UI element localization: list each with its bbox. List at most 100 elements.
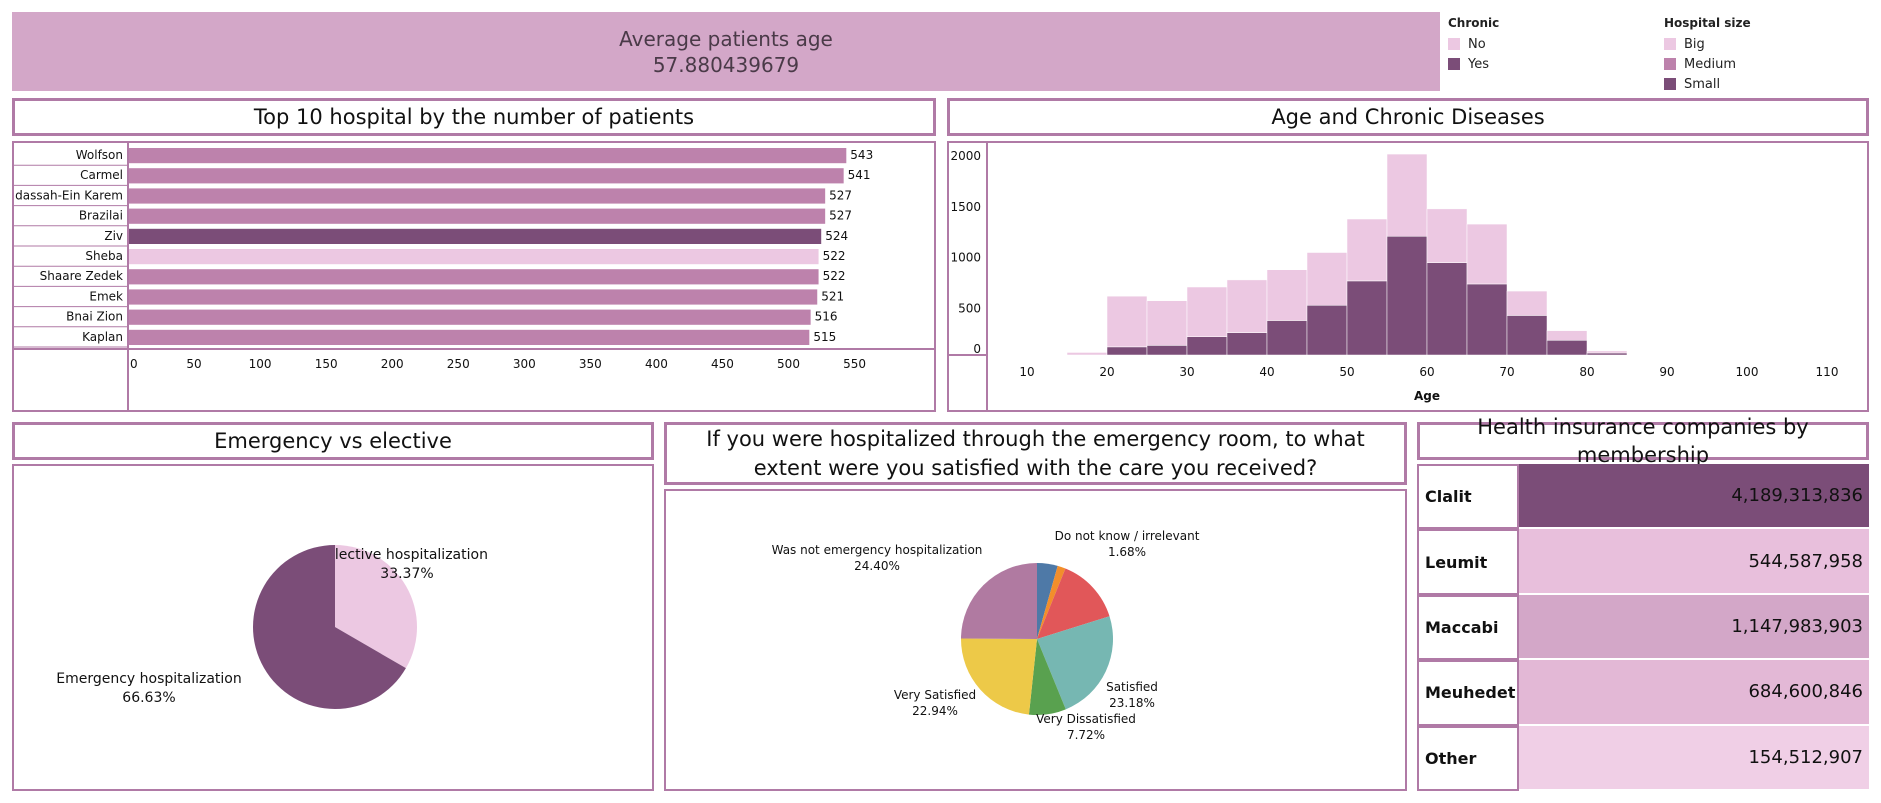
legend-size-medium[interactable]: Medium [1664, 54, 1864, 74]
chronic-no-bar [1466, 223, 1508, 285]
chronic-yes-bar [1346, 280, 1388, 356]
insurance-table: Clalit 4,189,313,836 Leumit 544,587,958 Macc… [1417, 464, 1869, 791]
slice-pct-label: 7.72% [1067, 728, 1105, 742]
legend-label: Small [1684, 76, 1721, 92]
top10-bar-chart: Wolfson 543 Carmel 541 Hadassah-Ein Karem 527… [0, 143, 934, 410]
age-histogram: 0 500 1000 1500 2000 10 20 30 40 50 60 70 80 90 100 110… [949, 143, 1839, 410]
slice-pct-label: 66.63% [122, 690, 175, 706]
x-tick-label: 110 [1816, 365, 1839, 379]
insurance-row: Other 154,512,907 [1417, 725, 1869, 791]
slice-label: Emergency hospitalization [56, 671, 242, 687]
chronic-yes-bar [1306, 305, 1348, 356]
x-tick-label: 250 [447, 357, 470, 371]
bar-value-label: 522 [823, 249, 846, 263]
x-tick-label: 70 [1499, 365, 1514, 379]
chronic-no-bar [1186, 286, 1228, 337]
satisfaction-title: If you were hospitalized through the eme… [664, 422, 1407, 485]
x-axis-title: Age [1414, 389, 1440, 403]
insurance-row: Leumit 544,587,958 [1417, 529, 1869, 595]
bar-value-label: 516 [815, 310, 838, 324]
x-tick-label: 350 [579, 357, 602, 371]
emergency-pie-chart: Elective hospitalization 33.37% Emergency … [56, 545, 488, 709]
legend-swatch [1664, 58, 1676, 70]
slice-label: Satisfied [1106, 680, 1158, 694]
hospital-bar [129, 249, 819, 265]
chronic-yes-bar [1146, 345, 1188, 356]
chronic-no-bar [1066, 352, 1108, 356]
pie-slice [1037, 568, 1110, 639]
insurance-company-name: Meuhedet [1417, 660, 1519, 726]
insurance-company-name: Leumit [1417, 529, 1519, 595]
legend-size-big[interactable]: Big [1664, 34, 1864, 54]
pie-slice [1037, 563, 1058, 639]
x-tick-label: 150 [315, 357, 338, 371]
chronic-yes-bar [1106, 346, 1148, 356]
insurance-membership-value: 4,189,313,836 [1519, 464, 1869, 530]
hospital-bar [129, 208, 826, 224]
chronic-yes-bar [1506, 315, 1548, 356]
y-tick-label: 0 [973, 342, 981, 356]
legend-chronic-yes[interactable]: Yes [1448, 54, 1638, 74]
insurance-row: Clalit 4,189,313,836 [1417, 464, 1869, 530]
hospital-bar [129, 269, 819, 285]
hospital-bar [129, 188, 826, 204]
x-tick-label: 450 [711, 357, 734, 371]
x-tick-label: 200 [381, 357, 404, 371]
slice-pct-label: 22.94% [912, 704, 958, 718]
bar-value-label: 527 [829, 209, 852, 223]
x-tick-label: 60 [1419, 365, 1434, 379]
hospital-label: Shaare Zedek [40, 269, 123, 283]
insurance-company-name: Maccabi [1417, 594, 1519, 661]
legend-chronic-no[interactable]: No [1448, 34, 1638, 54]
legend-label: Big [1684, 36, 1705, 52]
x-tick-label: 550 [843, 357, 866, 371]
chronic-yes-bar [1186, 336, 1228, 356]
pie-slice [1037, 616, 1113, 710]
chronic-yes-bar [1426, 262, 1468, 356]
slice-label: Very Satisfied [894, 688, 976, 702]
hospital-bar [129, 309, 811, 325]
legend-swatch [1664, 78, 1676, 90]
x-tick-label: 50 [1339, 365, 1354, 379]
satisfaction-pie-panel: Do not know / irrelevant 1.68% Satisfied 23… [664, 489, 1407, 791]
legend-swatch [1664, 38, 1676, 50]
legend-swatch [1448, 38, 1460, 50]
pie-slice [252, 545, 406, 709]
legend-size-small[interactable]: Small [1664, 74, 1864, 94]
y-tick-label: 500 [958, 301, 981, 315]
chronic-no-bar [1106, 295, 1148, 348]
y-tick-label: 2000 [950, 149, 981, 163]
slice-label: Very Dissatisfied [1036, 712, 1136, 726]
bar-value-label: 527 [829, 188, 852, 202]
x-tick-label: 80 [1579, 365, 1594, 379]
pie-slice [1028, 639, 1066, 715]
y-tick-label: 1000 [950, 251, 981, 265]
insurance-title: Health insurance companies by membership [1417, 415, 1869, 467]
x-tick-label: 100 [249, 357, 272, 371]
insurance-company-name: Clalit [1417, 464, 1519, 530]
chronic-no-bar [1586, 350, 1628, 354]
slice-pct-label: 24.40% [854, 559, 900, 573]
top10-chart-panel: Wolfson 543 Carmel 541 Hadassah-Ein Karem 527… [0, 141, 936, 412]
hospital-label: Sheba [85, 249, 123, 263]
x-tick-label: 90 [1659, 365, 1674, 379]
x-tick-label: 500 [777, 357, 800, 371]
chronic-no-bar [1226, 279, 1268, 333]
avg-age-kpi: Average patients age 57.880439679 [12, 12, 1440, 91]
top10-title: Top 10 hospital by the number of patient… [12, 98, 936, 136]
hospital-label: Bnai Zion [66, 310, 123, 324]
legend-chronic: Chronic No Yes [1448, 16, 1638, 96]
slice-label: Elective hospitalization [326, 547, 488, 563]
chronic-yes-bar [1266, 320, 1308, 356]
x-tick-label: 40 [1259, 365, 1274, 379]
chronic-no-bar [1386, 153, 1428, 237]
chronic-yes-bar [1466, 283, 1508, 356]
hospital-bar [129, 148, 847, 164]
chronic-no-bar [1306, 252, 1348, 306]
chronic-no-bar [1506, 290, 1548, 316]
chronic-no-bar [1546, 330, 1588, 341]
hospital-label: Emek [89, 289, 123, 303]
bar-value-label: 521 [821, 289, 844, 303]
hospital-label: Wolfson [76, 148, 123, 162]
hospital-bar [129, 289, 818, 305]
